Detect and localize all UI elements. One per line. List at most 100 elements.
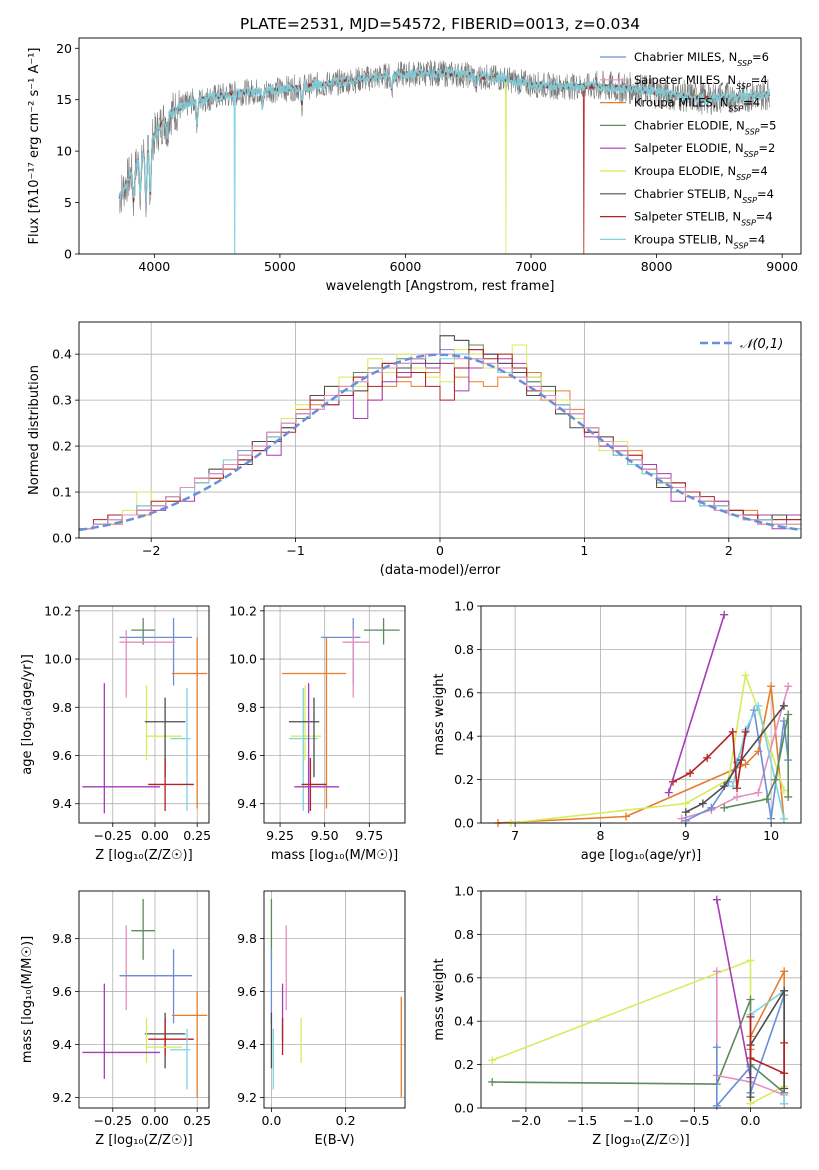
y-tick-label: 0.6 <box>454 685 474 700</box>
histogram-step <box>79 353 801 530</box>
y-tick-label: 9.6 <box>52 748 72 763</box>
mass-weight-marker <box>784 792 793 801</box>
legend-label: Kroupa STELIB, NSSP=4 <box>634 232 765 250</box>
y-axis-label: mass [log₁₀(M/M☉)] <box>20 936 35 1063</box>
y-tick-label: 0.0 <box>454 1101 474 1116</box>
y-tick-label: 9.4 <box>52 796 72 811</box>
y-tick-label: 0.8 <box>454 642 474 657</box>
y-tick-label: 10.2 <box>229 603 257 618</box>
y-tick-label: 0.2 <box>454 1057 474 1072</box>
mass-weight-line <box>667 614 725 793</box>
y-axis-label: mass weight <box>432 958 447 1040</box>
y-tick-label: 9.4 <box>52 1037 72 1052</box>
ticks: 9.25 9.50 9.75 9.4 9.6 9.8 10.0 10.2 <box>229 603 383 843</box>
mass-vs-ebv-panel: 0.0 0.2 9.2 9.4 9.6 9.8 E(B-V) <box>237 890 406 1148</box>
x-tick-label: 9.25 <box>266 828 294 843</box>
y-tick-label: 0.4 <box>52 347 72 362</box>
legend-label: Chabrier ELODIE, NSSP=5 <box>634 118 776 136</box>
plot-area <box>78 335 802 532</box>
y-tick-label: 1.0 <box>454 599 474 614</box>
mass-weight-marker <box>622 812 631 821</box>
mass-weight-marker <box>741 671 750 680</box>
ticks: 0.0 0.2 9.2 9.4 9.6 9.8 <box>237 931 355 1128</box>
ticks: −2 −1 0 1 2 0.0 0.1 0.2 0.3 0.4 <box>52 347 733 558</box>
y-tick-label: 0.2 <box>454 772 474 787</box>
age-vs-mass-panel: 9.25 9.50 9.75 9.4 9.6 9.8 10.0 10.2 mass [log₁₀… <box>229 603 406 863</box>
y-tick-label: 9.4 <box>237 796 257 811</box>
mass-weight-marker <box>712 1043 721 1052</box>
x-tick-label: 7000 <box>515 259 547 274</box>
mass-weight-marker <box>762 795 771 804</box>
y-tick-label: 5 <box>64 195 72 210</box>
spectrum-legend: Chabrier MILES, NSSP=6 Salpeter MILES, NS… <box>600 50 776 250</box>
massweight-vs-metallicity-panel: −2.0 −1.5 −1.0 −0.5 0.0 0.0 0.2 0.4 0.6 0.8 1.0 Z [… <box>432 884 802 1148</box>
x-tick-label: 6000 <box>390 259 422 274</box>
x-axis-label: (data-model)/error <box>380 563 501 578</box>
y-tick-label: 9.6 <box>237 748 257 763</box>
axes-frame <box>480 890 802 1109</box>
ticks: 4000 5000 6000 7000 8000 9000 0 5 10 15 20 <box>56 41 798 274</box>
x-tick-label: 0.25 <box>183 1113 211 1128</box>
x-tick-label: 1 <box>580 543 588 558</box>
x-tick-label: −0.25 <box>94 828 132 843</box>
y-tick-label: 1.0 <box>454 884 474 899</box>
y-tick-label: 9.8 <box>237 700 257 715</box>
model-spectrum-line <box>118 68 770 203</box>
y-tick-label: 20 <box>56 41 72 56</box>
mass-weight-marker <box>733 792 741 801</box>
mass-weight-line <box>749 1016 786 1075</box>
spectrum-panel: 4000 5000 6000 7000 8000 9000 0 5 10 15 20 waveleng… <box>27 37 802 294</box>
histogram-legend: 𝒩(0,1) <box>700 337 783 352</box>
mass-weight-marker <box>746 1054 755 1063</box>
mass-weight-line <box>731 703 785 819</box>
mass-weight-marker <box>784 710 793 719</box>
x-tick-label: 0.00 <box>141 1113 169 1128</box>
y-tick-label: 10 <box>56 144 72 159</box>
x-tick-label: 9 <box>682 828 690 843</box>
y-tick-label: 0 <box>64 247 72 262</box>
model-spectrum-line <box>118 69 771 201</box>
mass-weight-marker <box>767 682 776 691</box>
y-tick-label: 9.2 <box>52 1090 72 1105</box>
x-tick-label: 9000 <box>766 259 798 274</box>
x-tick-label: 5000 <box>264 259 296 274</box>
y-axis-label: age [log₁₀(age/yr)] <box>20 654 35 775</box>
plot-area <box>270 898 402 1098</box>
legend-label: Salpeter STELIB, NSSP=4 <box>634 210 773 228</box>
mass-weight-marker <box>488 1056 497 1065</box>
mass-weight-marker <box>712 1101 721 1110</box>
x-tick-label: 0.0 <box>741 1113 761 1128</box>
mass-weight-marker <box>720 610 729 619</box>
mass-weight-marker <box>780 1084 789 1093</box>
mass-weight-marker <box>681 808 690 817</box>
mass-weight-marker <box>771 775 780 784</box>
mass-weight-line <box>672 730 747 789</box>
grid <box>264 891 405 1108</box>
mass-weight-marker <box>720 803 729 812</box>
x-tick-label: 0.00 <box>141 828 169 843</box>
x-tick-label: −1 <box>286 543 304 558</box>
y-tick-label: 0.3 <box>52 393 72 408</box>
x-axis-label: Z [log₁₀(Z/Z☉)] <box>95 1133 192 1148</box>
mass-weight-line <box>715 971 785 1096</box>
mass-weight-marker <box>746 956 755 965</box>
axes-frame <box>263 890 406 1109</box>
x-tick-label: −2 <box>142 543 160 558</box>
mass-weight-marker <box>780 986 789 995</box>
mass-weight-marker <box>779 786 788 795</box>
plot-area <box>494 610 793 827</box>
mass-weight-marker <box>488 1077 497 1086</box>
model-spectrum-line <box>118 69 770 203</box>
x-axis-label: E(B-V) <box>314 1133 354 1148</box>
x-tick-label: 10 <box>763 828 779 843</box>
plot-area <box>488 895 789 1110</box>
grid <box>79 891 209 1108</box>
x-axis-label: Z [log₁₀(Z/Z☉)] <box>95 848 192 863</box>
model-spectrum-line <box>118 69 771 201</box>
mass-weight-marker <box>780 1038 789 1047</box>
y-tick-label: 10.0 <box>229 652 257 667</box>
y-tick-label: 0.1 <box>52 485 72 500</box>
mass-weight-marker <box>767 814 776 823</box>
mass-weight-marker <box>698 799 707 808</box>
legend-label: Chabrier MILES, NSSP=6 <box>634 50 769 68</box>
